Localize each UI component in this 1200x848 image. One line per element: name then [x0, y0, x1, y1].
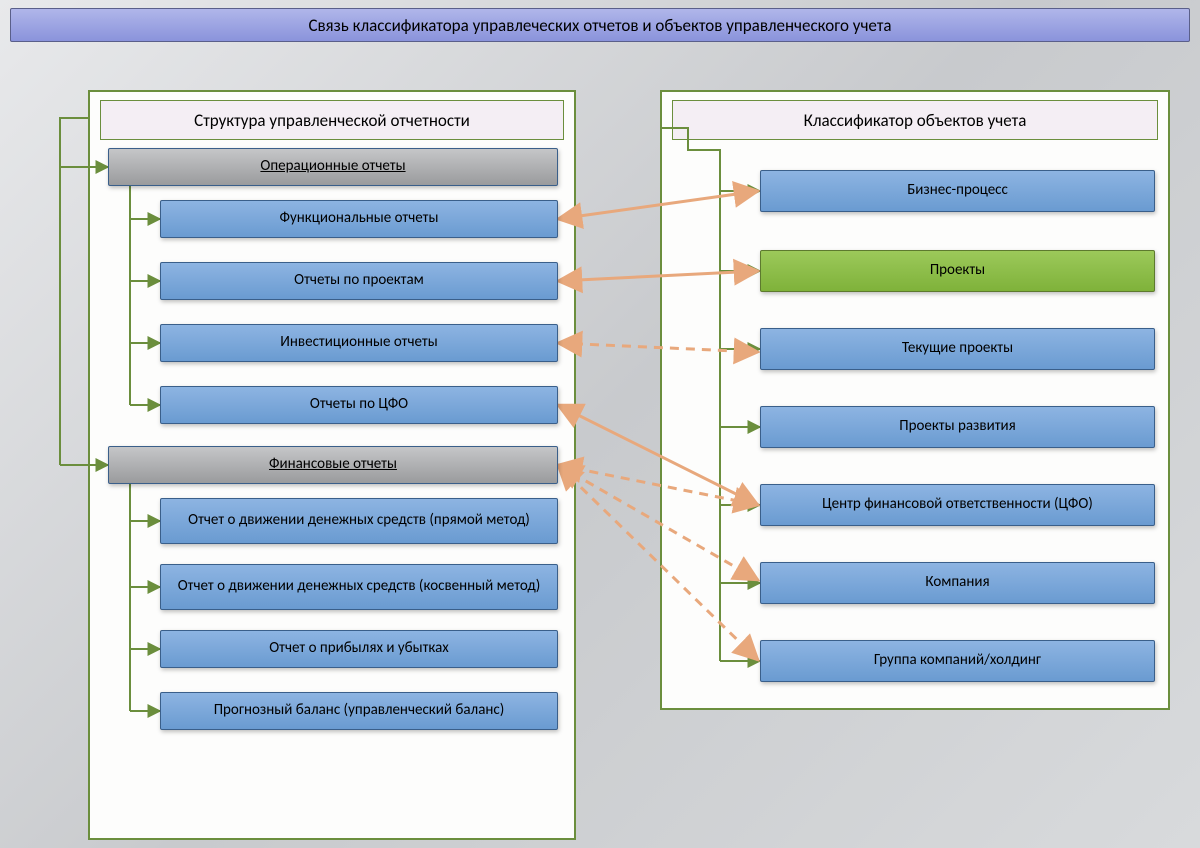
- node-label: Инвестиционные отчеты: [280, 334, 437, 351]
- node-r6: Компания: [760, 562, 1155, 604]
- title-bar: Связь классификатора управлеческих отчет…: [10, 8, 1190, 42]
- node-label: Проекты: [930, 262, 985, 279]
- node-label: Бизнес-процесс: [907, 182, 1008, 199]
- node-cat-fin: Финансовые отчеты: [108, 446, 558, 484]
- node-l5: Отчет о движении денежных средств (прямо…: [160, 498, 558, 544]
- node-l7: Отчет о прибылях и убытках: [160, 630, 558, 668]
- left-panel-title: Структура управленческой отчетности: [194, 110, 470, 131]
- right-panel-header: Классификатор объектов учета: [672, 100, 1158, 140]
- node-label: Проекты развития: [899, 418, 1015, 435]
- node-cat-op: Операционные отчеты: [108, 148, 558, 186]
- node-r4: Проекты развития: [760, 406, 1155, 448]
- node-label: Финансовые отчеты: [269, 456, 397, 473]
- node-l3: Инвестиционные отчеты: [160, 324, 558, 362]
- node-l1: Функциональные отчеты: [160, 200, 558, 238]
- title-text: Связь классификатора управлеческих отчет…: [308, 15, 891, 36]
- node-label: Операционные отчеты: [260, 158, 405, 175]
- node-r5: Центр финансовой ответственности (ЦФО): [760, 484, 1155, 526]
- node-label: Отчеты по проектам: [294, 272, 424, 289]
- node-l2: Отчеты по проектам: [160, 262, 558, 300]
- node-label: Текущие проекты: [902, 340, 1013, 357]
- node-label: Отчет о движении денежных средств (прямо…: [188, 512, 530, 529]
- node-label: Отчет о прибылях и убытках: [269, 640, 449, 657]
- node-label: Отчет о движении денежных средств (косве…: [178, 578, 541, 595]
- node-r3: Текущие проекты: [760, 328, 1155, 370]
- node-l8: Прогнозный баланс (управленческий баланс…: [160, 692, 558, 730]
- node-label: Центр финансовой ответственности (ЦФО): [822, 496, 1093, 513]
- node-label: Группа компаний/холдинг: [874, 652, 1041, 669]
- node-label: Компания: [925, 574, 989, 591]
- node-label: Прогнозный баланс (управленческий баланс…: [214, 702, 505, 719]
- node-r7: Группа компаний/холдинг: [760, 640, 1155, 682]
- node-l6: Отчет о движении денежных средств (косве…: [160, 564, 558, 610]
- node-r1: Бизнес-процесс: [760, 170, 1155, 212]
- node-label: Отчеты по ЦФО: [310, 396, 408, 413]
- left-panel-header: Структура управленческой отчетности: [100, 100, 564, 140]
- node-l4: Отчеты по ЦФО: [160, 386, 558, 424]
- node-r2: Проекты: [760, 250, 1155, 292]
- node-label: Функциональные отчеты: [280, 210, 439, 227]
- right-panel-title: Классификатор объектов учета: [804, 110, 1027, 131]
